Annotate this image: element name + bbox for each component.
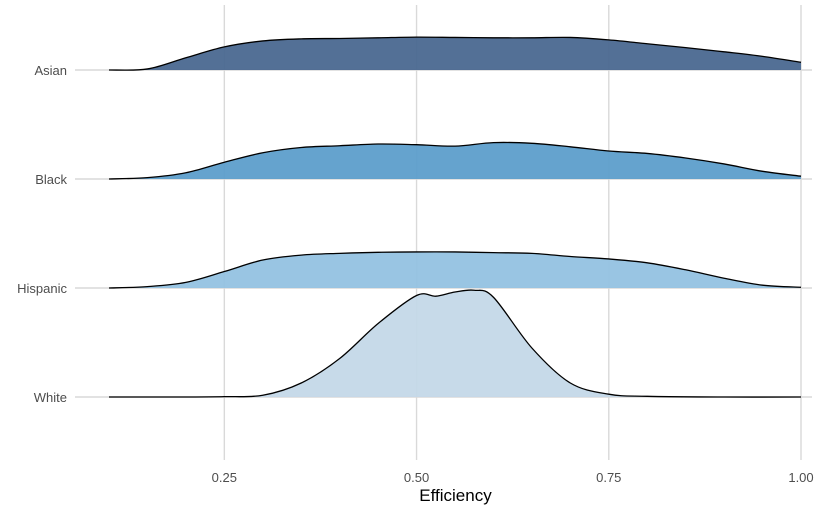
x-tick-label-3: 1.00 — [788, 470, 813, 485]
y-axis-labels: Asian Black Hispanic White — [17, 63, 67, 405]
ridge-area-hispanic — [109, 251, 801, 288]
y-tick-label-white: White — [34, 390, 67, 405]
ridge-area-black — [109, 142, 801, 179]
y-tick-label-hispanic: Hispanic — [17, 281, 67, 296]
x-tick-label-1: 0.50 — [404, 470, 429, 485]
y-tick-label-black: Black — [35, 172, 67, 187]
ridge-areas — [108, 36, 802, 398]
ridge-area-white — [109, 290, 801, 398]
ridge-line-white — [108, 289, 802, 398]
ridge-line-hispanic — [108, 251, 802, 289]
ridge-line-black — [108, 141, 802, 180]
x-tick-label-0: 0.25 — [212, 470, 237, 485]
ridge-line-asian — [108, 36, 802, 71]
x-axis-title: Efficiency — [419, 486, 492, 505]
x-axis-labels: 0.25 0.50 0.75 1.00 — [212, 470, 814, 485]
x-tick-label-2: 0.75 — [596, 470, 621, 485]
ridge-area-asian — [109, 37, 801, 71]
y-tick-label-asian: Asian — [34, 63, 67, 78]
